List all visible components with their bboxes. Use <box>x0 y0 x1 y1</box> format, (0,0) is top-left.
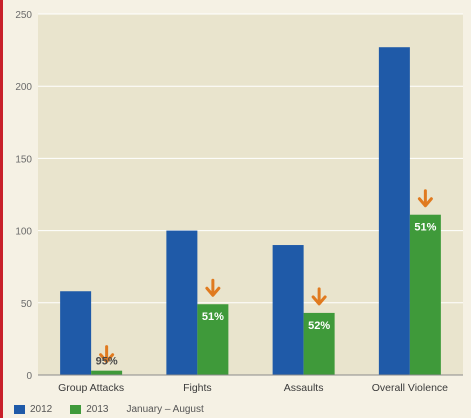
y-tick-label: 50 <box>21 299 33 310</box>
down-arrow-icon <box>311 287 327 306</box>
percent-change-label: 95% <box>96 356 118 368</box>
legend: 2012 2013 January – August <box>14 404 204 415</box>
legend-label-2013: 2013 <box>86 404 109 415</box>
legend-swatch-2012 <box>14 405 25 414</box>
down-arrow-icon <box>205 278 221 297</box>
bar-2013-fights <box>197 304 229 375</box>
y-tick-label: 200 <box>15 82 32 93</box>
bars: 95% 51% 52% 51% <box>60 47 441 375</box>
legend-item-2012: 2012 <box>14 404 52 415</box>
bar-2013-assaults <box>303 312 335 375</box>
category-label: Assaults <box>284 382 324 394</box>
percent-change-label: 51% <box>414 222 436 234</box>
legend-item-2013: 2013 <box>70 404 109 415</box>
legend-label-2012: 2012 <box>30 404 53 415</box>
y-tick-label: 100 <box>15 227 32 238</box>
frame-edge <box>0 0 3 418</box>
legend-swatch-2013 <box>70 405 82 414</box>
legend-note: January – August <box>126 404 204 415</box>
x-axis: Group Attacks Fights Assaults Overall Viole… <box>38 374 463 394</box>
percent-change-label: 52% <box>308 320 330 332</box>
y-tick-label: 0 <box>26 371 32 382</box>
down-arrow-icon <box>99 345 115 364</box>
bar-2012-overall-violence <box>378 47 410 375</box>
down-arrow-icon <box>417 189 433 208</box>
category-label: Overall Violence <box>372 382 448 394</box>
bar-2012-fights <box>166 230 198 375</box>
bar-2013-group-attacks <box>91 370 123 375</box>
bar-2012-group-attacks <box>60 291 92 375</box>
y-axis: 0 50 100 150 200 250 <box>15 10 32 382</box>
percent-change-label: 51% <box>202 311 224 323</box>
category-label: Group Attacks <box>58 382 124 394</box>
category-label: Fights <box>183 382 212 394</box>
y-tick-label: 250 <box>15 10 32 21</box>
y-tick-label: 150 <box>15 154 32 165</box>
bar-2012-assaults <box>272 245 304 375</box>
bar-2013-overall-violence <box>409 214 441 375</box>
